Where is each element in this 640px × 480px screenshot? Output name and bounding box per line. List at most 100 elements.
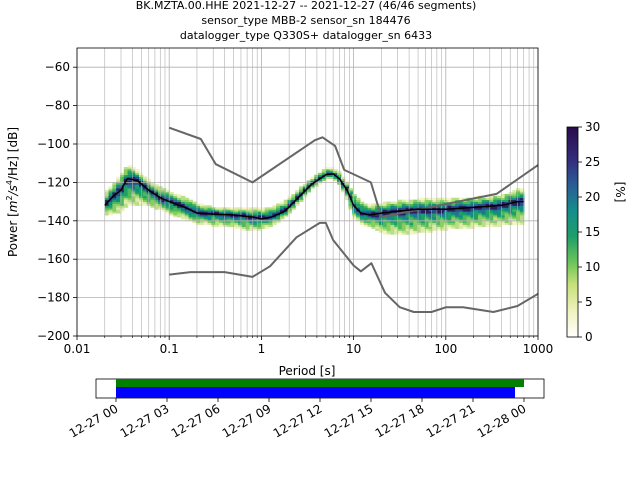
density-cell: [325, 170, 331, 174]
density-cell: [253, 220, 258, 224]
density-cell: [451, 209, 456, 212]
density-cell: [493, 207, 498, 210]
density-cell: [493, 216, 498, 220]
density-cell: [455, 203, 460, 206]
density-cell: [142, 182, 148, 185]
density-cell: [508, 193, 513, 197]
density-cell: [196, 220, 201, 224]
density-cell: [470, 199, 475, 202]
density-cell: [329, 174, 334, 178]
density-cell: [238, 216, 243, 220]
density-cell: [184, 215, 190, 218]
timeline-tick-label: 12-27 21: [424, 401, 478, 440]
density-cell: [470, 207, 475, 210]
density-cell: [268, 224, 273, 227]
density-cell: [432, 197, 437, 201]
density-cell: [462, 201, 468, 204]
density-cell: [135, 193, 140, 197]
density-cell: [154, 184, 159, 187]
density-cell: [119, 193, 125, 197]
colorbar-gradient: [566, 126, 579, 338]
density-cell: [238, 218, 243, 222]
density-cell: [348, 207, 353, 210]
density-cell: [455, 211, 460, 214]
density-cell: [466, 226, 471, 229]
density-cell: [485, 207, 491, 210]
density-cell: [119, 207, 125, 210]
density-cell: [173, 201, 178, 204]
density-cell: [253, 218, 258, 222]
density-cell: [409, 228, 414, 231]
density-cell: [428, 197, 433, 201]
density-cell: [386, 218, 392, 222]
density-cell: [245, 220, 251, 224]
density-cell: [264, 215, 270, 218]
density-cell: [226, 216, 232, 220]
density-cell: [135, 201, 140, 204]
density-cell: [123, 167, 129, 170]
density-cell: [432, 218, 437, 222]
density-cell: [268, 220, 273, 224]
density-cell: [116, 193, 121, 197]
density-cell: [112, 199, 117, 202]
density-cell: [241, 220, 247, 224]
density-cell: [325, 168, 331, 172]
y-tick-label: −160: [37, 252, 70, 266]
density-cell: [375, 215, 380, 218]
density-cell: [485, 218, 491, 222]
density-cell: [226, 222, 232, 226]
density-cell: [352, 213, 357, 216]
density-cell: [394, 222, 399, 226]
density-cell: [283, 199, 289, 202]
timeline-tick-label: 12-27 00: [67, 401, 121, 440]
density-cell: [131, 197, 136, 201]
density-cell: [489, 195, 494, 199]
density-cell: [485, 215, 491, 218]
density-cell: [432, 228, 437, 231]
density-cell: [131, 184, 136, 187]
density-cell: [420, 201, 426, 204]
density-cell: [108, 209, 113, 212]
density-cell: [142, 192, 148, 195]
density-cell: [424, 222, 430, 226]
density-cell: [306, 180, 312, 183]
density-cell: [108, 213, 113, 216]
density-cell: [462, 220, 468, 224]
density-cell: [516, 220, 521, 224]
density-cell: [196, 203, 201, 206]
density-cell: [390, 228, 395, 231]
density-cell: [424, 211, 430, 214]
density-cell: [165, 190, 171, 193]
density-cell: [439, 211, 445, 214]
density-cell: [474, 203, 479, 206]
density-cell: [390, 226, 395, 229]
density-cell: [116, 188, 121, 191]
colorbar-tick-label: 0: [585, 330, 593, 344]
density-cell: [184, 197, 190, 201]
density-cell: [169, 193, 174, 197]
density-cell: [375, 220, 380, 224]
density-cell: [512, 205, 517, 208]
density-cell: [192, 205, 197, 208]
density-cell: [394, 232, 399, 235]
density-cell: [295, 192, 300, 195]
density-cell: [135, 184, 140, 187]
density-cell: [226, 211, 232, 214]
density-cell: [478, 197, 483, 201]
density-cell: [279, 213, 285, 216]
density-cell: [260, 218, 266, 222]
density-cell: [344, 195, 350, 199]
x-tick-label: 100: [434, 342, 457, 356]
density-cell: [516, 190, 521, 193]
density-cell: [127, 180, 133, 183]
density-cell: [470, 205, 475, 208]
density-cell: [489, 224, 494, 227]
density-cell: [352, 216, 357, 220]
density-cell: [154, 199, 159, 202]
density-cell: [375, 211, 380, 214]
density-cell: [184, 201, 190, 204]
density-cell: [466, 199, 471, 202]
density-cell: [268, 211, 273, 214]
density-cell: [500, 220, 506, 224]
